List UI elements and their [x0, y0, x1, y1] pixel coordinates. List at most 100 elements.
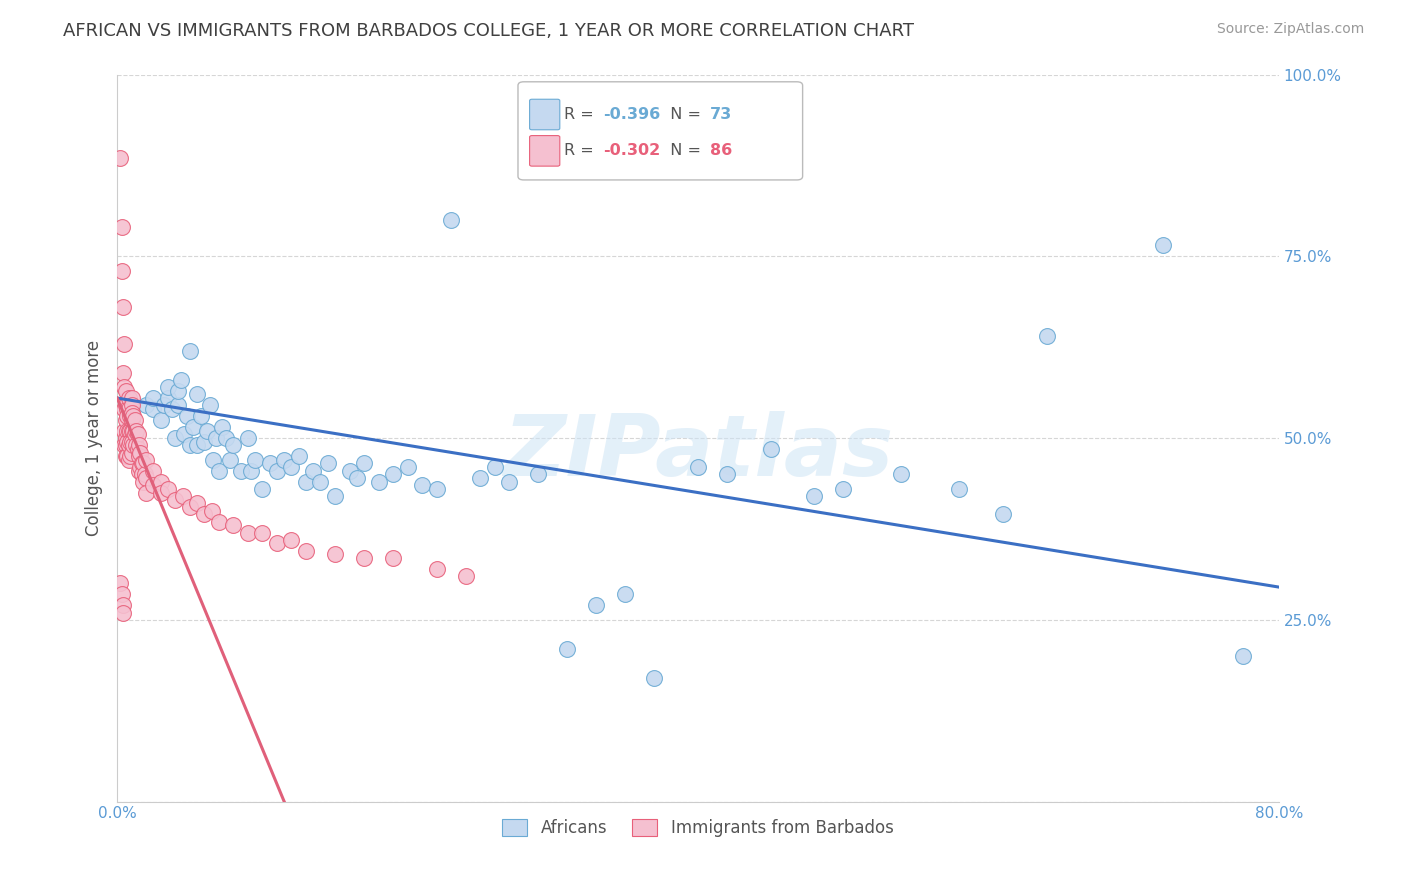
Point: [323, 547, 346, 561]
Point: [114, 336, 136, 351]
Point: [117, 424, 139, 438]
Point: [498, 475, 520, 489]
Point: [716, 467, 738, 482]
Point: [120, 424, 142, 438]
Point: [557, 641, 579, 656]
Point: [110, 264, 132, 278]
Point: [991, 508, 1014, 522]
Point: [115, 384, 138, 398]
Point: [129, 460, 152, 475]
Text: R =: R =: [564, 107, 599, 122]
Point: [165, 492, 187, 507]
Point: [644, 671, 666, 685]
Text: N =: N =: [659, 107, 706, 122]
Point: [132, 475, 155, 489]
Point: [114, 424, 136, 438]
Point: [122, 409, 145, 424]
Point: [118, 391, 141, 405]
Point: [108, 151, 131, 165]
Point: [108, 576, 131, 591]
Point: [128, 438, 150, 452]
Point: [454, 569, 477, 583]
Point: [135, 453, 157, 467]
Point: [1232, 649, 1254, 664]
Text: 86: 86: [710, 144, 733, 159]
Point: [162, 401, 184, 416]
Point: [129, 445, 152, 459]
Point: [309, 475, 332, 489]
Text: -0.396: -0.396: [603, 107, 659, 122]
Point: [111, 300, 134, 314]
Point: [222, 518, 245, 533]
Point: [208, 464, 231, 478]
Point: [118, 424, 141, 438]
Point: [135, 398, 157, 412]
Point: [121, 413, 143, 427]
Point: [236, 525, 259, 540]
Point: [470, 471, 492, 485]
Point: [614, 587, 637, 601]
Point: [118, 438, 141, 452]
Point: [585, 599, 607, 613]
Point: [205, 431, 228, 445]
Point: [121, 445, 143, 459]
Point: [252, 525, 274, 540]
Point: [186, 496, 208, 510]
Point: [115, 398, 138, 412]
Point: [117, 434, 139, 449]
Point: [382, 551, 405, 566]
Point: [890, 467, 912, 482]
Point: [208, 515, 231, 529]
Point: [156, 380, 179, 394]
Point: [527, 467, 550, 482]
Point: [346, 471, 368, 485]
Text: R =: R =: [564, 144, 599, 159]
Point: [1035, 329, 1057, 343]
Point: [367, 475, 389, 489]
Point: [323, 489, 346, 503]
Point: [142, 478, 165, 492]
Point: [219, 453, 242, 467]
Point: [167, 384, 190, 398]
Point: [353, 551, 375, 566]
Point: [200, 504, 222, 518]
Point: [120, 434, 142, 449]
Text: AFRICAN VS IMMIGRANTS FROM BARBADOS COLLEGE, 1 YEAR OR MORE CORRELATION CHART: AFRICAN VS IMMIGRANTS FROM BARBADOS COLL…: [63, 22, 914, 40]
Point: [229, 464, 252, 478]
Point: [156, 482, 179, 496]
Point: [115, 449, 138, 463]
Point: [125, 438, 148, 452]
Point: [176, 409, 198, 424]
Point: [117, 449, 139, 463]
Point: [121, 398, 143, 412]
Point: [115, 438, 138, 452]
Point: [759, 442, 782, 456]
Point: [243, 453, 266, 467]
Y-axis label: College, 1 year or more: College, 1 year or more: [86, 340, 103, 536]
Point: [118, 453, 141, 467]
Point: [295, 543, 318, 558]
Point: [167, 398, 190, 412]
Point: [259, 457, 281, 471]
Point: [165, 431, 187, 445]
Point: [122, 438, 145, 452]
FancyBboxPatch shape: [530, 99, 560, 129]
Point: [128, 449, 150, 463]
Point: [484, 460, 506, 475]
Point: [273, 453, 295, 467]
Point: [316, 457, 339, 471]
Point: [114, 401, 136, 416]
Point: [120, 409, 142, 424]
Point: [152, 398, 174, 412]
Point: [411, 478, 433, 492]
Point: [149, 475, 172, 489]
Point: [686, 460, 709, 475]
Point: [172, 489, 194, 503]
Point: [193, 508, 215, 522]
Point: [110, 587, 132, 601]
Point: [121, 391, 143, 405]
Point: [121, 424, 143, 438]
Point: [120, 449, 142, 463]
Point: [142, 401, 165, 416]
Point: [118, 401, 141, 416]
